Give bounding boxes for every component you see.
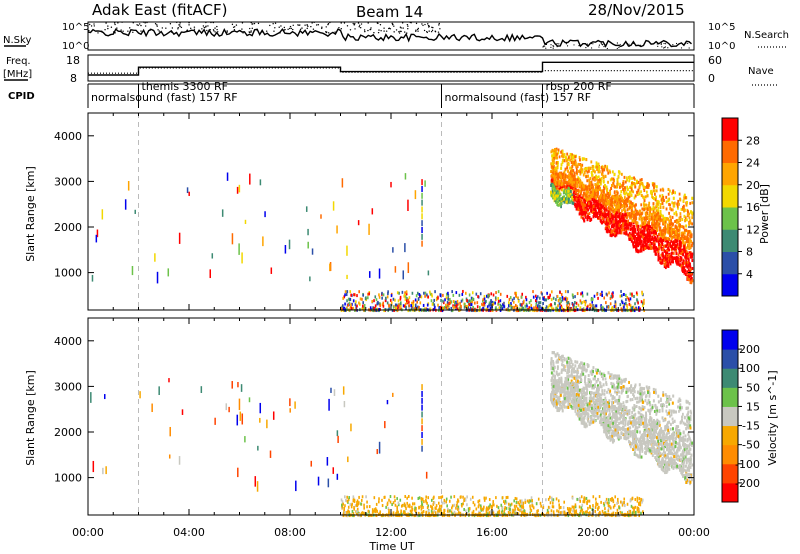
velocity-panel: 1000 2000 3000 4000 Slant Range [km] 200 100… <box>24 317 779 518</box>
colorbar-swatch <box>722 444 738 465</box>
colorbar-tick: -100 <box>735 458 760 471</box>
x-axis-label: Time UT <box>368 540 414 553</box>
beam-title: Beam 14 <box>356 3 423 21</box>
x-tick-label: 04:00 <box>173 526 205 539</box>
colorbar-swatch <box>722 387 738 407</box>
velocity-y-tick: 1000 <box>54 472 82 485</box>
colorbar-tick: 100 <box>739 362 760 375</box>
colorbar-tick: -15 <box>742 420 760 433</box>
x-tick-label: 00:00 <box>678 526 710 539</box>
power-colorbar-label: Power [dB] <box>758 184 771 244</box>
colorbar-swatch <box>722 229 738 252</box>
nsky-tick-bottom: 10^0 <box>62 41 89 52</box>
velocity-y-tick: 3000 <box>54 380 82 393</box>
nsearch-label: N.Search <box>744 30 789 41</box>
nsky-panel: N.Sky 10^5 10^0 10^5 10^0 N.Search <box>3 21 789 52</box>
velocity-colorbar-label: Velocity [m s^-1] <box>766 370 779 465</box>
colorbar-tick: -200 <box>735 477 760 490</box>
colorbar-swatch <box>722 406 738 427</box>
colorbar-swatch <box>722 349 738 369</box>
velocity-y-tick: 4000 <box>54 335 82 348</box>
colorbar-swatch <box>722 184 738 208</box>
colorbar-swatch <box>722 118 738 141</box>
cpid-segment-label: themis 3300 RF <box>142 80 229 93</box>
colorbar-swatch <box>722 463 738 484</box>
colorbar-tick: 16 <box>746 201 760 214</box>
colorbar-swatch <box>722 273 738 297</box>
colorbar-tick: 15 <box>746 400 760 413</box>
colorbar-tick: 50 <box>746 381 760 394</box>
colorbar-swatch <box>722 140 738 163</box>
nsky-tick-top: 10^5 <box>62 22 89 33</box>
velocity-ylabel: Slant Range [km] <box>24 370 37 466</box>
nsearch-tick-bottom: 10^0 <box>708 41 735 52</box>
colorbar-swatch <box>722 251 738 275</box>
power-y-tick: 1000 <box>54 267 82 280</box>
x-tick-label: 20:00 <box>577 526 609 539</box>
power-ylabel: Slant Range [km] <box>24 166 37 262</box>
power-y-tick: 4000 <box>54 130 82 143</box>
date-title: 28/Nov/2015 <box>588 1 685 19</box>
colorbar-tick: 8 <box>746 246 753 259</box>
x-axis: 00:00 04:00 08:00 12:00 16:00 20:00 00:00 <box>72 526 710 539</box>
freq-panel: Freq. [MHz] 18 8 60 0 Nave <box>3 54 778 86</box>
x-tick-label: 08:00 <box>274 526 306 539</box>
cpid-label: CPID <box>8 91 35 102</box>
freq-unit: [MHz] <box>3 69 32 80</box>
nave-tick-top: 60 <box>708 54 722 67</box>
colorbar-swatch <box>722 482 738 503</box>
power-panel: 1000 2000 3000 4000 Slant Range [km] 4 8 12 16… <box>24 112 771 313</box>
x-tick-label: 12:00 <box>375 526 407 539</box>
colorbar-tick: 4 <box>746 268 753 281</box>
x-tick-label: 16:00 <box>476 526 508 539</box>
freq-tick-top: 18 <box>66 54 80 67</box>
colorbar-tick: 20 <box>746 179 760 192</box>
colorbar-swatch <box>722 330 738 350</box>
freq-tick-bottom: 8 <box>70 72 77 85</box>
nsearch-tick-top: 10^5 <box>708 22 735 33</box>
nsky-label: N.Sky <box>3 35 31 46</box>
station-title: Adak East (fitACF) <box>92 1 227 19</box>
power-y-tick: 3000 <box>54 175 82 188</box>
colorbar-swatch <box>722 207 738 230</box>
nave-label: Nave <box>748 66 774 77</box>
colorbar-swatch <box>722 162 738 186</box>
colorbar-tick: 28 <box>746 134 760 147</box>
cpid-segment-label: normalsound (fast) 157 RF <box>445 91 592 104</box>
x-tick-label: 00:00 <box>72 526 104 539</box>
colorbar-swatch <box>722 425 738 446</box>
velocity-y-tick: 2000 <box>54 426 82 439</box>
freq-label: Freq. <box>6 56 31 67</box>
cpid-segment-label: normalsound (fast) 157 RF <box>91 91 238 104</box>
nave-tick-bottom: 0 <box>708 72 715 85</box>
colorbar-tick: 200 <box>739 343 760 356</box>
power-y-tick: 2000 <box>54 221 82 234</box>
colorbar-tick: -50 <box>742 439 760 452</box>
colorbar-tick: 12 <box>746 223 760 236</box>
cpid-segment-label: rbsp 200 RF <box>546 80 612 93</box>
colorbar-tick: 24 <box>746 157 760 170</box>
colorbar-swatch <box>722 368 738 388</box>
